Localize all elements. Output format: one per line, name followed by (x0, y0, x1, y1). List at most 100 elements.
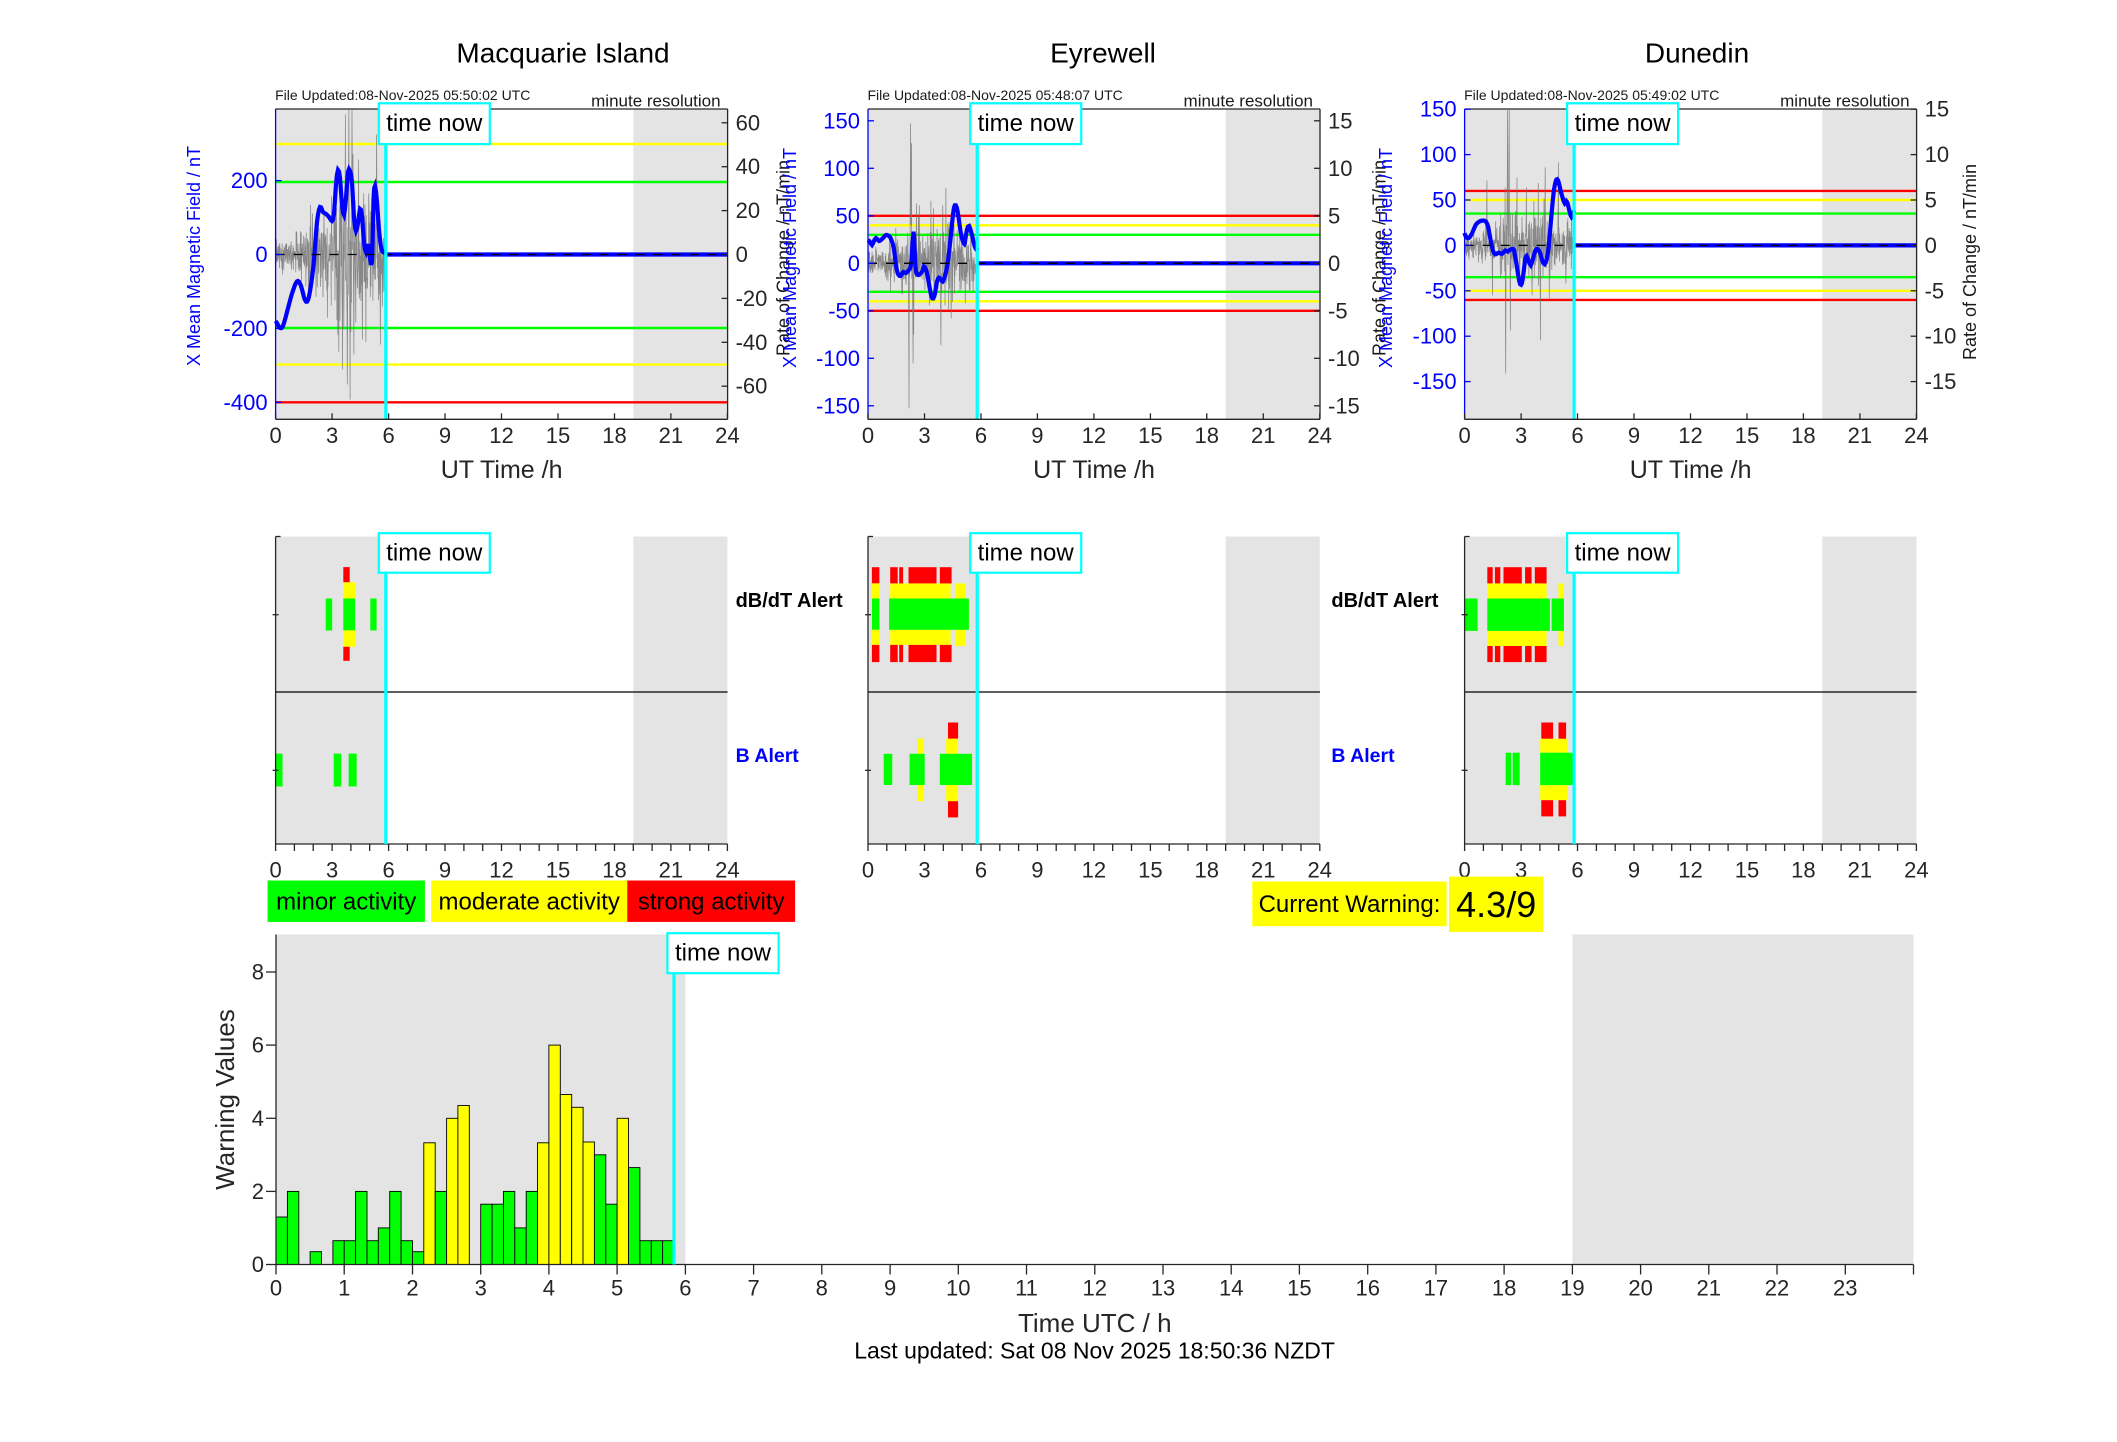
svg-text:Rate of Change / nT/min: Rate of Change / nT/min (1960, 164, 1980, 360)
svg-text:12: 12 (489, 858, 513, 883)
svg-text:24: 24 (1308, 858, 1332, 883)
svg-text:6: 6 (975, 858, 987, 883)
svg-text:strong activity: strong activity (638, 889, 785, 916)
svg-text:5: 5 (1925, 188, 1937, 213)
svg-text:15: 15 (1925, 97, 1949, 122)
svg-text:-5: -5 (1925, 278, 1945, 303)
svg-text:time now: time now (978, 540, 1075, 567)
svg-text:-150: -150 (816, 393, 860, 418)
svg-text:minute resolution: minute resolution (1780, 92, 1909, 111)
svg-text:13: 13 (1151, 1276, 1175, 1301)
svg-text:12: 12 (1678, 423, 1702, 448)
svg-text:Rate of Change / nT/min: Rate of Change / nT/min (1370, 160, 1390, 356)
svg-text:10: 10 (1328, 156, 1352, 181)
svg-text:6: 6 (1571, 423, 1583, 448)
svg-text:time now: time now (386, 540, 483, 567)
svg-text:X Mean Magnetic Field / nT: X Mean Magnetic Field / nT (780, 148, 800, 368)
svg-text:9: 9 (884, 1276, 896, 1301)
svg-text:-200: -200 (224, 316, 268, 341)
svg-text:12: 12 (489, 423, 513, 448)
svg-text:-50: -50 (1425, 278, 1457, 303)
svg-text:9: 9 (1031, 423, 1043, 448)
svg-text:50: 50 (836, 203, 860, 228)
svg-text:-10: -10 (1925, 324, 1957, 349)
svg-text:0: 0 (269, 423, 281, 448)
svg-text:17: 17 (1424, 1276, 1448, 1301)
svg-text:15: 15 (1735, 423, 1759, 448)
svg-text:40: 40 (736, 154, 760, 179)
svg-text:21: 21 (659, 423, 683, 448)
svg-text:4.3/9: 4.3/9 (1456, 884, 1536, 925)
svg-text:time now: time now (1575, 110, 1672, 137)
svg-text:-100: -100 (1413, 324, 1457, 349)
svg-text:0: 0 (1444, 233, 1456, 258)
svg-text:100: 100 (823, 156, 860, 181)
svg-text:14: 14 (1219, 1276, 1243, 1301)
svg-text:2: 2 (252, 1179, 264, 1204)
svg-text:-15: -15 (1328, 393, 1360, 418)
svg-text:File Updated:08-Nov-2025 05:48: File Updated:08-Nov-2025 05:48:07 UTC (868, 87, 1123, 103)
svg-text:15: 15 (546, 423, 570, 448)
svg-text:15: 15 (1287, 1276, 1311, 1301)
svg-text:dB/dT Alert: dB/dT Alert (736, 590, 843, 612)
svg-text:-15: -15 (1925, 369, 1957, 394)
svg-text:-50: -50 (828, 298, 860, 323)
svg-text:Rate of Change / nT/min: Rate of Change / nT/min (774, 160, 794, 356)
svg-text:18: 18 (1492, 1276, 1516, 1301)
svg-text:21: 21 (659, 858, 683, 883)
svg-text:20: 20 (736, 198, 760, 223)
svg-text:21: 21 (1251, 858, 1275, 883)
svg-text:5: 5 (611, 1276, 623, 1301)
svg-text:24: 24 (1904, 858, 1928, 883)
svg-text:7: 7 (747, 1276, 759, 1301)
svg-text:0: 0 (1458, 858, 1470, 883)
svg-text:18: 18 (602, 423, 626, 448)
svg-text:23: 23 (1833, 1276, 1857, 1301)
svg-text:Eyrewell: Eyrewell (1050, 38, 1156, 69)
svg-text:1: 1 (338, 1276, 350, 1301)
svg-text:9: 9 (439, 858, 451, 883)
svg-text:3: 3 (1515, 858, 1527, 883)
svg-text:dB/dT Alert: dB/dT Alert (1331, 590, 1438, 612)
svg-text:-5: -5 (1328, 298, 1348, 323)
svg-text:100: 100 (1420, 142, 1457, 167)
svg-text:0: 0 (255, 242, 267, 267)
svg-text:24: 24 (715, 423, 739, 448)
svg-text:0: 0 (270, 1276, 282, 1301)
svg-text:12: 12 (1082, 423, 1106, 448)
svg-text:-100: -100 (816, 346, 860, 371)
svg-text:4: 4 (543, 1276, 555, 1301)
svg-text:Warning Values: Warning Values (210, 1009, 240, 1190)
svg-text:Current Warning:: Current Warning: (1259, 891, 1441, 918)
svg-text:3: 3 (1515, 423, 1527, 448)
svg-text:File Updated:08-Nov-2025 05:49: File Updated:08-Nov-2025 05:49:02 UTC (1464, 87, 1719, 103)
svg-text:18: 18 (1195, 858, 1219, 883)
svg-text:200: 200 (231, 168, 268, 193)
svg-text:19: 19 (1560, 1276, 1584, 1301)
svg-text:UT Time /h: UT Time /h (441, 456, 563, 484)
svg-text:minor activity: minor activity (276, 889, 416, 916)
svg-text:minute resolution: minute resolution (1184, 92, 1313, 111)
svg-text:10: 10 (1925, 142, 1949, 167)
svg-text:time now: time now (978, 110, 1075, 137)
svg-text:moderate activity: moderate activity (438, 889, 619, 916)
svg-text:21: 21 (1848, 858, 1872, 883)
svg-text:15: 15 (1138, 423, 1162, 448)
svg-text:12: 12 (1082, 858, 1106, 883)
svg-text:0: 0 (736, 242, 748, 267)
svg-text:6: 6 (252, 1033, 264, 1058)
svg-text:9: 9 (1628, 423, 1640, 448)
svg-text:Macquarie Island: Macquarie Island (456, 38, 669, 69)
svg-text:4: 4 (252, 1106, 264, 1131)
svg-text:0: 0 (1458, 423, 1470, 448)
svg-text:150: 150 (823, 108, 860, 133)
svg-text:24: 24 (1308, 423, 1332, 448)
svg-text:6: 6 (382, 423, 394, 448)
svg-text:-60: -60 (736, 374, 768, 399)
svg-text:UT Time /h: UT Time /h (1033, 456, 1155, 484)
svg-text:3: 3 (326, 423, 338, 448)
svg-text:8: 8 (252, 960, 264, 985)
svg-text:12: 12 (1678, 858, 1702, 883)
svg-text:0: 0 (269, 858, 281, 883)
svg-text:5: 5 (1328, 203, 1340, 228)
